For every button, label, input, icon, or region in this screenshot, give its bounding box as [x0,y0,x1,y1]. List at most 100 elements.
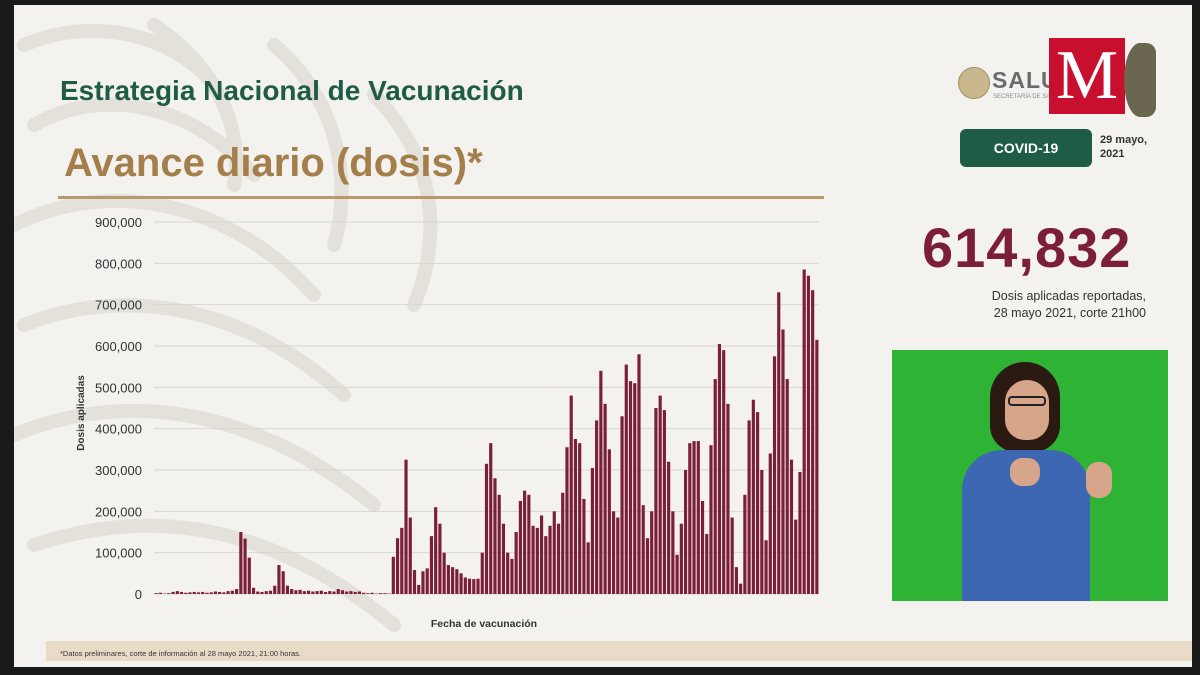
y-tick-label: 800,000 [95,256,142,271]
chart-bar [184,592,188,594]
x-axis-label: Fecha de vacunación [431,618,537,630]
salud-seal-icon [958,67,990,99]
interpreter-hand-right [1086,462,1112,498]
chart-bar [167,593,171,594]
chart-bar [455,569,459,594]
chart-bar [247,557,251,594]
highlight-caption-line-1: Dosis aplicadas reportadas, [991,289,1146,303]
chart-subtitle: Avance diario (dosis)* [64,141,483,185]
chart-bar [484,463,489,594]
chart-bar [760,470,764,594]
y-tick-label: 200,000 [95,504,142,519]
footnote: *Datos preliminares, corte de informació… [60,649,301,658]
chart-bar [408,517,412,594]
chart-bar [590,467,594,594]
chart-bar [667,461,671,594]
chart-bar [722,350,726,594]
chart-bar [328,591,332,594]
chart-bar [226,591,230,594]
chart-bar [717,343,722,594]
chart-bar [493,478,497,594]
chart-bar [209,592,213,594]
chart-bar [379,593,383,594]
chart-bar [544,536,548,594]
chart-bar [518,501,522,594]
chart-bar [705,534,709,594]
chart-bar [713,379,717,594]
interpreter-face [1005,380,1049,440]
chart-bar [743,494,747,594]
chart-bar [362,592,366,594]
chart-bar [412,570,417,594]
chart-bar [811,290,815,594]
chart-bar [616,517,620,594]
salud-logo-subtext: SECRETARÍA DE SALUD [993,94,1063,100]
chart-bar [641,505,645,594]
chart-bar [277,565,281,594]
header-title: Estrategia Nacional de Vacunación [60,75,524,106]
daily-doses-chart: 0 100,000 200,000 300,000 400,000 500,000 600,… [76,215,819,630]
chart-bar [251,587,256,594]
chart-bar [514,532,518,594]
chart-bar [658,395,662,594]
chart-bar [196,592,201,594]
chart-bar [683,470,688,594]
chart-bar [755,412,760,594]
chart-bar [366,593,370,594]
chart-bar [798,472,802,594]
chart-bar [489,443,493,594]
chart-bar [446,565,450,594]
y-axis-ticks: 0 100,000 200,000 300,000 400,000 500,000 600,… [95,215,142,602]
chart-bar [201,591,205,594]
covid-badge: COVID-19 [960,129,1092,167]
government-emblem-icon [1124,43,1156,117]
chart-bar [726,403,730,594]
y-tick-label: 900,000 [95,215,142,230]
chart-bar [806,275,810,594]
chart-bar [175,591,179,594]
chart-bar [222,592,226,594]
chart-bar [531,525,535,594]
interpreter-hand-left [1010,458,1040,486]
chart-bar [539,515,544,594]
m-logo-letter: M [1055,37,1119,114]
chart-bar [370,592,374,594]
chart-bar [709,445,713,594]
chart-bar [400,527,404,594]
chart-bar [281,571,285,594]
chart-bar [239,532,243,594]
chart-bar [302,591,306,594]
chart-bar [734,567,738,594]
chart-bar [662,410,666,594]
y-tick-label: 600,000 [95,339,142,354]
chart-bar [353,591,357,594]
milenio-m-logo: M [1049,38,1125,114]
chart-bar [459,573,463,594]
y-tick-label: 700,000 [95,298,142,313]
chart-bar [319,590,323,594]
chart-bar [688,443,692,594]
chart-bar [815,339,819,594]
chart-bar [294,590,298,594]
chart-bar [730,517,734,594]
report-date: 29 mayo, 2021 [1100,134,1148,160]
chart-bar [595,420,599,594]
title-divider [58,196,824,199]
chart-bars [154,269,819,594]
chart-bar [586,542,590,594]
chart-bar [332,591,336,594]
chart-bar [480,552,484,594]
chart-bar [620,416,624,594]
chart-bar [442,552,446,594]
chart-bar [802,269,806,594]
highlight-value: 614,832 [922,216,1132,279]
y-axis-label: Dosis aplicadas [76,375,87,451]
chart-bar [417,584,421,594]
chart-bar [599,370,603,594]
chart-bar [607,449,611,594]
chart-gridlines [154,221,819,595]
chart-bar [628,381,633,594]
chart-bar [501,523,506,594]
chart-bar [671,511,675,594]
chart-bar [747,420,751,594]
